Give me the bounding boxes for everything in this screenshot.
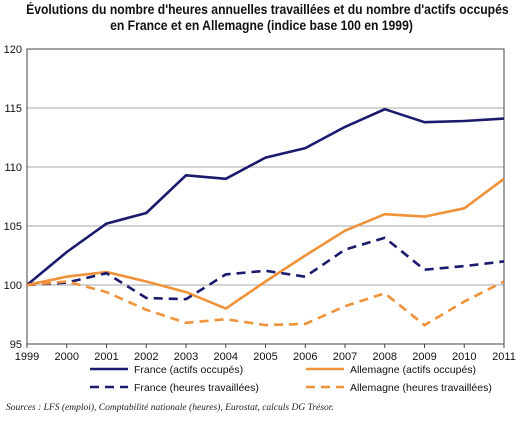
x-tick-label-2006: 2006 xyxy=(293,351,317,363)
x-tick-label-2002: 2002 xyxy=(134,351,158,363)
y-tick-label-115: 115 xyxy=(4,103,22,115)
x-tick-label-2001: 2001 xyxy=(94,351,118,363)
series-line-allemagne-actifs-occupes xyxy=(26,177,505,310)
chart-title-line-1: Évolutions du nombre d'heures annuelles … xyxy=(26,2,509,17)
series-line-france-actifs-occupes xyxy=(26,107,505,287)
plot-frame xyxy=(26,48,505,345)
y-tick-label-120: 120 xyxy=(4,44,22,56)
x-tick-label-2005: 2005 xyxy=(253,351,277,363)
x-tick-label-2011: 2011 xyxy=(492,351,516,363)
x-tick-label-2010: 2010 xyxy=(452,351,476,363)
x-tick-label-2008: 2008 xyxy=(373,351,397,363)
series-line-france-heures-travaillees xyxy=(26,236,505,301)
y-tick-label-105: 105 xyxy=(4,221,22,233)
x-tick-label-2009: 2009 xyxy=(412,351,436,363)
x-tick-label-2000: 2000 xyxy=(55,351,79,363)
chart-title: Évolutions du nombre d'heures annuelles … xyxy=(26,2,509,34)
series-line-allemagne-heures-travaillees xyxy=(26,280,505,327)
x-tick-label-1999: 1999 xyxy=(15,351,39,363)
legend-label-allemagne-actifs-occupes: Allemagne (actifs occupés) xyxy=(350,364,476,376)
x-tick-label-2003: 2003 xyxy=(174,351,198,363)
y-tick-label-95: 95 xyxy=(10,339,22,351)
x-tick-label-2007: 2007 xyxy=(333,351,357,363)
y-tick-label-100: 100 xyxy=(4,280,22,292)
legend-label-france-actifs-occupes: France (actifs occupés) xyxy=(134,364,243,376)
x-tick-label-2004: 2004 xyxy=(214,351,238,363)
legend-label-france-heures-travaillees: France (heures travaillées) xyxy=(134,382,259,394)
legend-label-allemagne-heures-travaillees: Allemagne (heures travaillées) xyxy=(350,382,492,394)
chart-title-line-2: en France et en Allemagne (indice base 1… xyxy=(110,18,413,33)
y-tick-label-110: 110 xyxy=(4,162,22,174)
chart-source: Sources : LFS (emploi), Comptabilité nat… xyxy=(6,403,334,413)
